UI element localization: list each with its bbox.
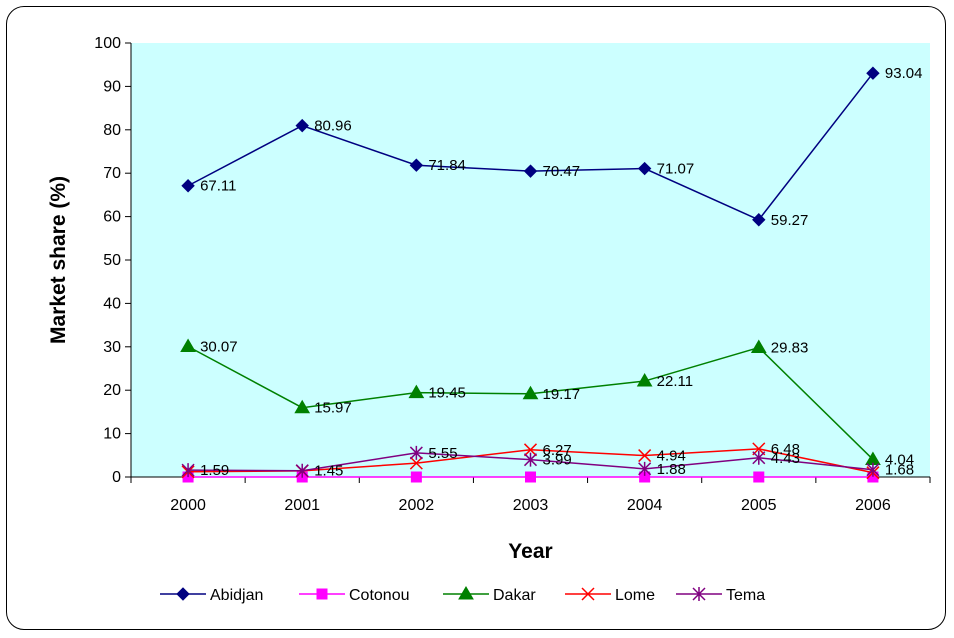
legend-item-dakar: Dakar [443,586,536,604]
data-label-tema: 3.99 [543,452,572,469]
y-tick-label: 90 [103,78,121,95]
legend-marker-cotonou [316,588,328,600]
y-tick-label: 0 [112,469,121,486]
legend-label-tema: Tema [726,587,765,604]
data-point-tema [409,445,423,460]
data-point-abidjan [752,213,766,227]
legend-label-lome: Lome [615,587,655,604]
data-label-tema: 5.55 [428,445,457,462]
y-tick-label: 40 [103,295,121,312]
data-label-dakar: 19.45 [428,385,466,402]
series-abidjan [181,66,880,227]
legend-marker-abidjan [176,587,190,601]
data-point-dakar [180,338,196,352]
data-point-abidjan [295,118,309,133]
data-point-lome [409,456,423,470]
x-tick-label: 2004 [627,497,663,514]
data-label-tema: 1.59 [200,462,229,479]
data-label-abidjan: 70.47 [543,163,581,180]
y-tick-label: 70 [103,165,121,182]
data-label-abidjan: 80.96 [314,118,352,135]
legend-item-abidjan: Abidjan [160,587,263,604]
data-point-tema [523,452,538,467]
y-tick-label: 30 [103,339,121,356]
y-tick-label: 100 [94,35,121,52]
legend-item-lome: Lome [565,587,655,604]
x-tick-label: 2003 [513,497,549,514]
y-tick-label: 80 [103,122,121,139]
data-point-cotonou [410,471,422,483]
y-tick-label: 20 [103,382,121,399]
series-layer [180,66,881,483]
series-dakar [180,338,881,465]
data-label-abidjan: 71.07 [657,161,695,178]
legend: Abidjan Cotonou Dakar Lome Tema [160,586,765,604]
data-label-abidjan: 71.84 [428,157,466,174]
data-point-cotonou [525,471,536,483]
data-label-dakar: 4.04 [885,451,914,468]
data-label-dakar: 22.11 [657,373,693,390]
data-label-abidjan: 59.27 [771,212,809,229]
data-point-tema [638,461,652,476]
data-point-dakar [522,385,539,400]
data-point-lome [523,443,538,457]
data-point-dakar [294,399,311,414]
data-point-dakar [636,373,653,387]
data-point-tema [752,450,766,465]
data-label-dakar: 29.83 [771,340,809,357]
data-point-tema [295,463,309,478]
data-point-dakar [750,339,767,354]
legend-item-tema: Tema [676,587,765,604]
x-tick-label: 2006 [855,497,891,514]
data-label-abidjan: 67.11 [200,178,236,195]
plot-area [131,43,930,477]
x-tick-label: 2001 [284,497,320,514]
x-tick-label: 2005 [741,497,777,514]
x-axis-title: Year [508,540,552,563]
data-point-abidjan [409,158,424,172]
data-point-dakar [408,384,425,399]
legend-label-abidjan: Abidjan [210,587,263,604]
y-tick-label: 60 [103,209,121,226]
data-point-tema [181,463,195,478]
data-point-cotonou [753,471,765,483]
data-label-tema: 4.43 [771,450,800,467]
data-point-abidjan [523,164,538,178]
legend-marker-lome [581,587,595,601]
data-label-tema: 1.68 [885,462,914,479]
data-point-abidjan [637,161,652,176]
x-tick-label: 2000 [170,497,206,514]
data-point-abidjan [866,66,880,80]
series-tema [181,445,880,478]
data-label-dakar: 30.07 [200,338,238,355]
data-label-lome: 4.94 [657,448,686,465]
data-labels: 67.11 80.96 71.84 70.47 71.07 59.27 93.04 30.07… [200,65,922,480]
data-label-dakar: 15.97 [314,400,352,417]
legend-marker-tema [692,587,706,601]
y-tick-label: 50 [103,252,121,269]
data-label-dakar: 19.17 [543,386,581,403]
data-point-lome [638,449,652,463]
data-label-abidjan: 93.04 [885,65,923,82]
data-label-lome: 6.27 [543,442,572,459]
data-point-tema [866,462,880,477]
legend-label-cotonou: Cotonou [349,587,410,604]
data-label-lome: 6.48 [771,441,800,458]
x-tick-label: 2002 [399,497,435,514]
legend-label-dakar: Dakar [493,587,536,604]
y-axis-title: Market share (%) [47,176,70,344]
y-tick-label: 10 [103,426,121,443]
data-label-tema: 1.88 [657,461,686,478]
legend-marker-dakar [458,586,474,600]
data-label-tema: 1.45 [314,463,343,480]
legend-item-cotonou: Cotonou [299,587,410,604]
data-point-abidjan [181,179,195,193]
